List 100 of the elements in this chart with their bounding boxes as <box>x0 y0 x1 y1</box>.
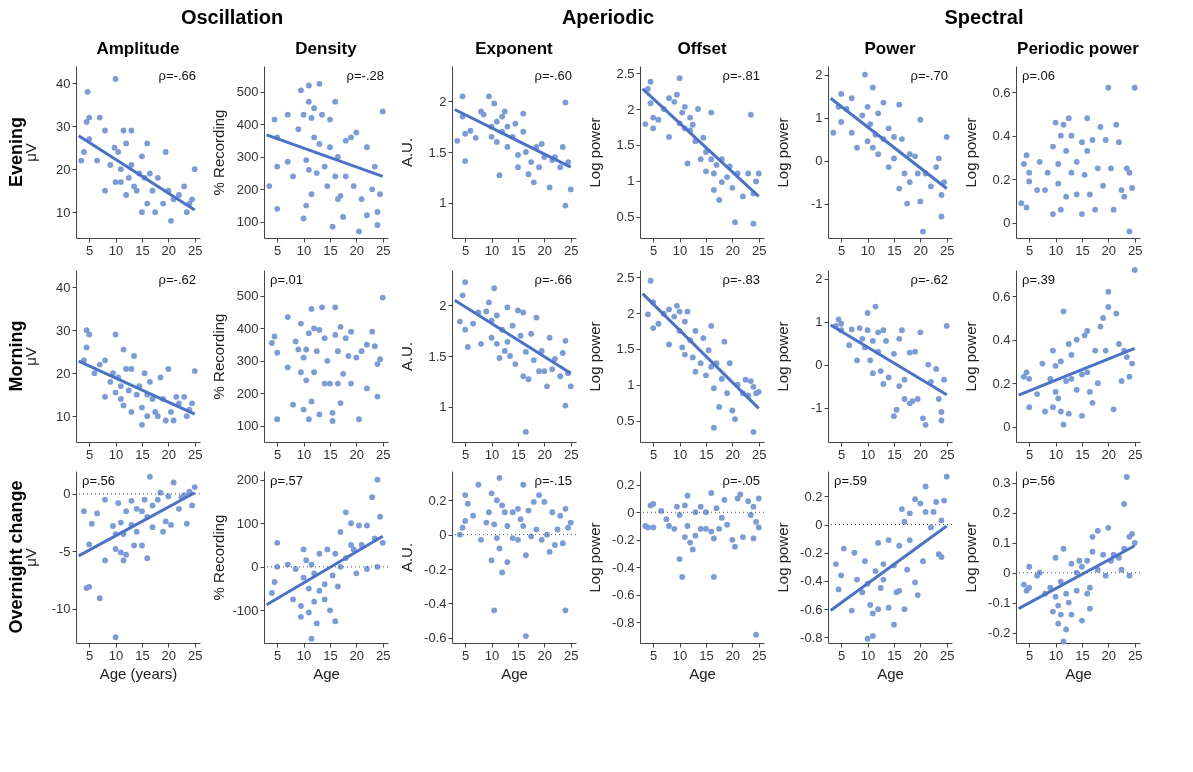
chart-title: Exponent <box>475 39 554 58</box>
x-tick-label: 5 <box>838 647 846 663</box>
y-tick-label: -0.2 <box>424 561 447 577</box>
chart-title: Density <box>295 39 358 58</box>
y-tick-label: -0.6 <box>800 601 823 617</box>
x-tick-label: 5 <box>462 446 470 462</box>
x-tick-label: 5 <box>1026 242 1034 258</box>
x-tick-label: 15 <box>699 242 714 258</box>
y-axis-title: Log power <box>585 522 603 593</box>
y-tick-label: 2 <box>439 297 447 313</box>
y-tick-label: 200 <box>236 385 259 401</box>
y-tick-label: 20 <box>56 161 71 177</box>
y-axis-title: % Recording <box>209 109 227 196</box>
y-tick-label: 2 <box>815 271 823 287</box>
x-tick-label: 20 <box>725 242 741 258</box>
x-tick-label: 15 <box>699 446 714 462</box>
x-tick-label: 20 <box>537 647 553 663</box>
x-tick-label: 25 <box>939 446 955 462</box>
y-axis-title: Log power <box>773 321 791 392</box>
x-tick-label: 20 <box>161 242 177 258</box>
y-tick-label: 0 <box>815 357 823 373</box>
y-tick-label: 0.2 <box>992 375 1011 391</box>
x-tick-label: 15 <box>1075 446 1090 462</box>
y-tick-label: 1.5 <box>428 348 447 364</box>
chart-title: Amplitude <box>96 39 180 58</box>
y-tick-label: 1 <box>815 110 823 126</box>
x-tick-label: 20 <box>725 647 741 663</box>
y-tick-label: 100 <box>236 515 259 531</box>
text: Spectral <box>944 6 1024 28</box>
x-tick-label: 25 <box>187 446 203 462</box>
x-tick-label: 20 <box>537 446 553 462</box>
y-tick-label: 20 <box>56 365 71 381</box>
x-tick-label: 10 <box>108 242 124 258</box>
chart-title: Offset <box>677 39 727 58</box>
y-axis-title: % Recording <box>209 313 227 400</box>
x-tick-label: 15 <box>511 242 526 258</box>
x-tick-label: 10 <box>860 446 876 462</box>
x-tick-label: 20 <box>161 446 177 462</box>
x-tick-label: 15 <box>887 647 902 663</box>
x-tick-label: 25 <box>939 242 955 258</box>
x-tick-label: 15 <box>511 446 526 462</box>
text: Oscillation <box>180 6 284 28</box>
annotation: ρ=.56 <box>1022 473 1056 488</box>
x-axis-title: Age <box>1065 664 1092 682</box>
x-axis-title: Age <box>877 664 904 682</box>
x-tick-label: 20 <box>537 242 553 258</box>
y-axis-title: Log power <box>961 321 979 392</box>
x-tick-label: 15 <box>699 647 714 663</box>
y-tick-label: -0.4 <box>424 595 447 611</box>
annotation: ρ=.06 <box>1022 68 1056 83</box>
x-tick-label: 10 <box>484 446 500 462</box>
y-tick-label: 0 <box>63 486 71 502</box>
annotation: ρ=.59 <box>834 473 868 488</box>
y-tick-label: 0.2 <box>992 505 1011 521</box>
y-tick-label: 0.2 <box>992 171 1011 187</box>
y-tick-label: 1.5 <box>616 341 635 357</box>
annotation: ρ=-.66 <box>158 68 196 83</box>
y-axis-title: Log power <box>961 117 979 188</box>
y-tick-label: -1 <box>810 196 823 212</box>
x-tick-label: 5 <box>650 446 658 462</box>
y-tick-label: 2 <box>627 305 635 321</box>
x-tick-label: 25 <box>375 647 391 663</box>
x-axis-title: Age <box>689 664 716 682</box>
x-tick-label: 15 <box>323 647 338 663</box>
y-tick-label: 300 <box>236 149 259 165</box>
annotation: ρ=-.15 <box>534 473 572 488</box>
y-tick-label: -0.4 <box>800 573 823 589</box>
x-tick-label: 10 <box>860 647 876 663</box>
y-tick-label: 400 <box>236 320 259 336</box>
y-axis-title: Log power <box>773 117 791 188</box>
y-tick-label: 0 <box>627 504 635 520</box>
x-tick-label: 25 <box>563 446 579 462</box>
x-tick-label: 20 <box>913 242 929 258</box>
annotation: ρ=-.66 <box>534 272 572 287</box>
x-tick-label: 20 <box>349 242 365 258</box>
y-tick-label: 0 <box>1003 215 1011 231</box>
y-tick-label: 30 <box>56 118 71 134</box>
x-tick-label: 10 <box>108 446 124 462</box>
x-axis-title: Age <box>501 664 528 682</box>
y-tick-label: 2.5 <box>616 269 635 285</box>
x-tick-label: 15 <box>135 446 150 462</box>
y-tick-label: 0.4 <box>992 128 1011 144</box>
y-tick-label: 10 <box>56 204 71 220</box>
y-tick-label: 0 <box>815 517 823 533</box>
x-tick-label: 5 <box>462 242 470 258</box>
y-tick-label: -0.4 <box>612 559 635 575</box>
x-tick-label: 25 <box>375 446 391 462</box>
x-tick-label: 15 <box>887 242 902 258</box>
x-tick-label: 25 <box>375 242 391 258</box>
y-tick-label: -0.1 <box>988 595 1011 611</box>
annotation: ρ=.01 <box>270 272 304 287</box>
y-tick-label: 0 <box>1003 419 1011 435</box>
y-axis-title: Log power <box>961 522 979 593</box>
x-tick-label: 20 <box>913 647 929 663</box>
x-tick-label: 15 <box>887 446 902 462</box>
y-axis-title: % Recording <box>209 514 227 601</box>
x-tick-label: 25 <box>187 647 203 663</box>
x-tick-label: 25 <box>1127 446 1143 462</box>
y-tick-label: 2 <box>439 93 447 109</box>
y-tick-label: 1 <box>627 377 635 393</box>
